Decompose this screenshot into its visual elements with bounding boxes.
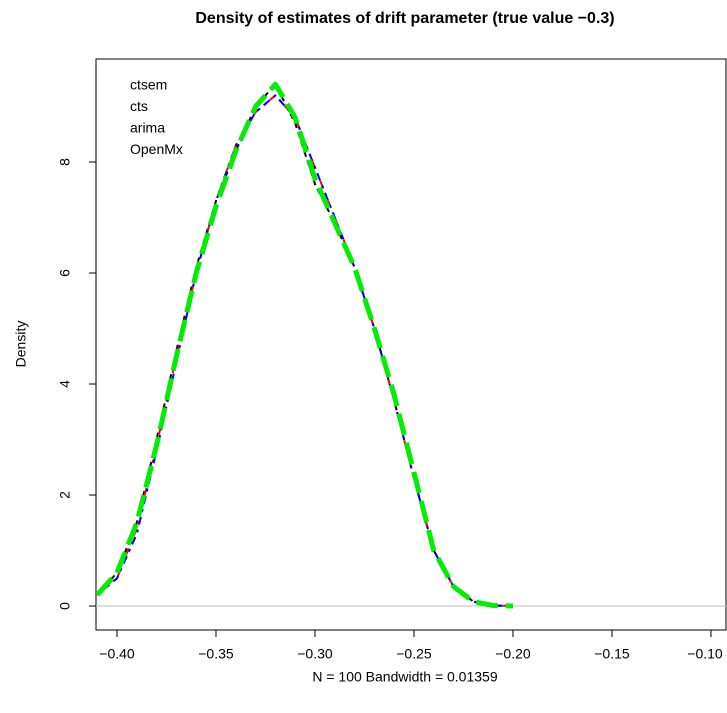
legend-entry: arima <box>130 120 165 136</box>
y-tick-label: 2 <box>57 491 73 499</box>
plot-area <box>96 81 727 609</box>
x-tick-label: −0.10 <box>687 646 723 662</box>
chart-title: Density of estimates of drift parameter … <box>195 10 614 27</box>
legend-entry: cts <box>130 98 148 114</box>
x-tick-label: −0.25 <box>396 646 432 662</box>
y-tick-label: 6 <box>57 269 73 277</box>
plot-frame <box>95 58 727 631</box>
x-tick-label: −0.30 <box>297 646 333 662</box>
legend-entry: ctsem <box>130 77 167 93</box>
density-line <box>96 94 514 607</box>
y-tick-label: 4 <box>57 380 73 388</box>
density-line <box>96 94 514 607</box>
x-tick-label: −0.15 <box>594 646 630 662</box>
density-line <box>96 81 514 609</box>
x-tick-label: −0.35 <box>198 646 234 662</box>
legend-entry: OpenMx <box>130 141 183 157</box>
y-tick-label: 8 <box>57 158 73 166</box>
x-tick-label: −0.20 <box>495 646 531 662</box>
x-tick-label: −0.40 <box>99 646 135 662</box>
x-axis-label: N = 100 Bandwidth = 0.01359 <box>312 669 497 685</box>
y-axis-label: Density <box>13 321 29 368</box>
density-line <box>96 83 514 607</box>
y-tick-label: 0 <box>57 602 73 610</box>
